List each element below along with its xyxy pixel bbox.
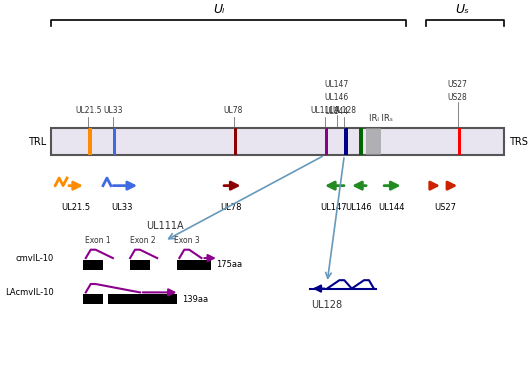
Text: UL21.5: UL21.5 [61,203,90,212]
Bar [108,294,177,304]
FancyBboxPatch shape [51,129,504,155]
Text: TRL: TRL [28,137,46,147]
Text: UL147: UL147 [325,80,349,89]
Bar [113,129,117,155]
Text: Uₛ: Uₛ [456,3,469,16]
Text: UL33: UL33 [111,203,132,212]
Bar [234,129,237,155]
Text: Exon 2: Exon 2 [130,236,155,245]
Bar [177,260,211,269]
Text: cmvIL-10: cmvIL-10 [15,254,54,263]
Text: US28: US28 [448,93,468,102]
Text: TRS: TRS [509,137,528,147]
Text: US27: US27 [447,80,468,89]
Bar [344,129,348,155]
Text: UL111A: UL111A [146,221,184,231]
Text: Exon 3: Exon 3 [174,236,200,245]
Text: UL111A: UL111A [310,106,339,115]
Bar [367,129,381,155]
Bar [84,260,103,269]
Text: 175aa: 175aa [217,260,243,269]
Bar [359,129,363,155]
Bar [458,129,461,155]
Text: UL128: UL128 [312,300,343,310]
Text: UL78: UL78 [220,203,242,212]
Text: UL128: UL128 [332,106,356,115]
Text: UL146: UL146 [325,93,349,102]
Text: UL33: UL33 [103,106,122,115]
Text: UL78: UL78 [224,106,243,115]
Text: UL147: UL147 [320,203,347,212]
Text: 139aa: 139aa [182,294,208,303]
Bar [130,260,150,269]
Text: UL21.5: UL21.5 [75,106,102,115]
Bar [325,129,328,155]
Text: UL144: UL144 [378,203,404,212]
Text: UL144: UL144 [325,107,349,116]
Text: US27: US27 [434,203,456,212]
Text: IRₗ IRₛ: IRₗ IRₛ [369,114,393,123]
Bar [88,129,92,155]
Text: LAcmvIL-10: LAcmvIL-10 [5,288,54,297]
Text: UL146: UL146 [345,203,371,212]
Bar [84,294,103,304]
Text: Uₗ: Uₗ [213,3,225,16]
Text: Exon 1: Exon 1 [85,236,111,245]
